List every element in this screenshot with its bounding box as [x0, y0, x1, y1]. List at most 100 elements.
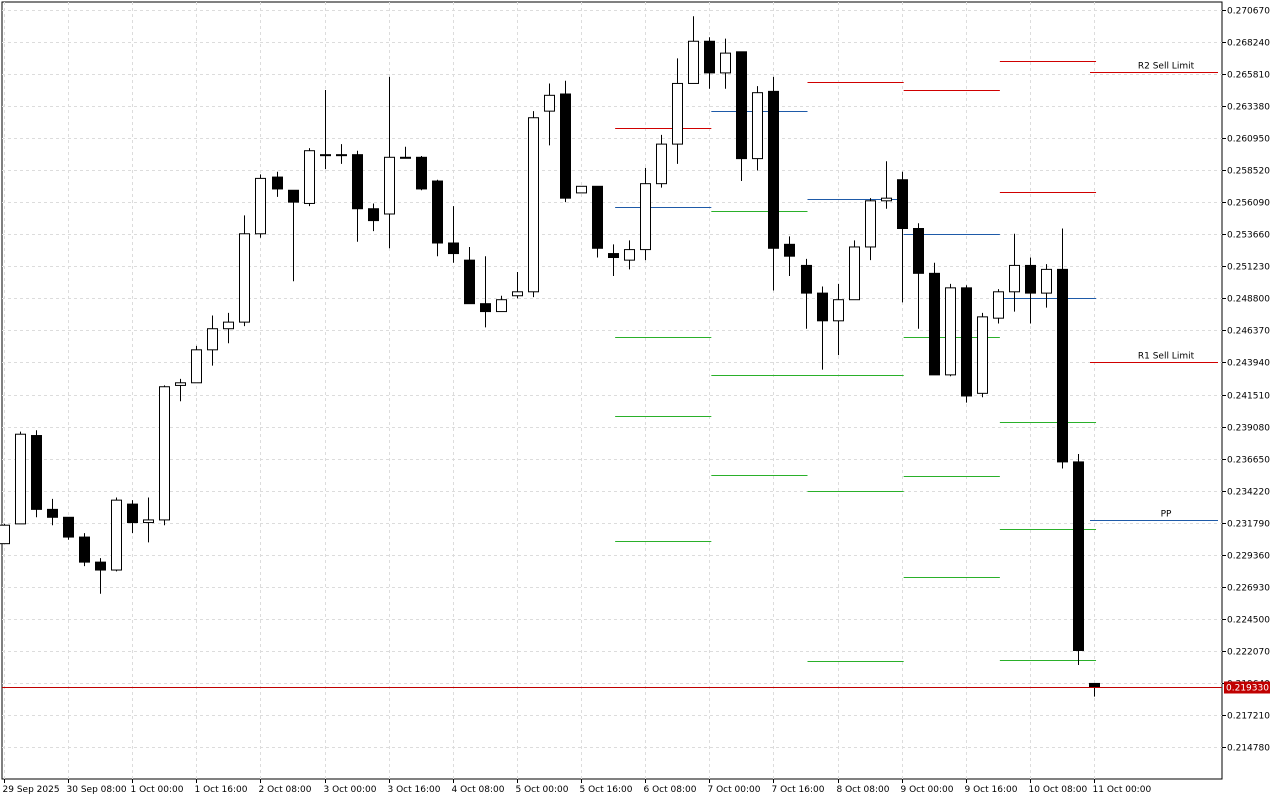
bullish-candle [159, 385, 170, 526]
candle-body [63, 516, 74, 538]
bullish-candle [993, 289, 1004, 324]
candle-body [1025, 264, 1036, 294]
candle-body [1057, 268, 1068, 463]
candle-body [480, 303, 491, 313]
y-tick-label: 0.260950 [1227, 135, 1270, 145]
candle-body [736, 51, 747, 160]
candle-body [993, 291, 1004, 319]
candle-body [432, 180, 443, 244]
bearish-candle [31, 430, 42, 518]
y-tick-label: 0.217210 [1227, 712, 1270, 722]
bullish-candle [384, 76, 395, 249]
bearish-candle [736, 51, 747, 182]
bullish-candle [849, 240, 860, 301]
bullish-candle [0, 523, 10, 545]
y-tick-label: 0.248800 [1227, 295, 1270, 305]
candle-body [672, 82, 683, 145]
current-price: 0.219330 [2, 681, 1270, 694]
bearish-candle [817, 286, 828, 370]
current-price-label: 0.219330 [1226, 684, 1269, 694]
bullish-candle [175, 378, 186, 402]
y-tick-label: 0.268240 [1227, 39, 1270, 49]
bullish-candle [720, 38, 731, 89]
order-level-labels: R2 Sell Limit R1 Sell Limit PP [1090, 62, 1218, 521]
bullish-candle [191, 345, 202, 384]
bearish-candle [288, 189, 299, 282]
bullish-candle [576, 185, 587, 194]
bullish-candle [977, 312, 988, 398]
bearish-candle [416, 155, 427, 191]
current-price-badge [1224, 681, 1270, 694]
y-tick-label: 0.265810 [1227, 71, 1270, 81]
y-tick-label: 0.226930 [1227, 584, 1270, 594]
bullish-candle [15, 431, 26, 525]
candle-body [865, 200, 876, 248]
candle-body [961, 287, 972, 397]
bullish-candle [945, 283, 956, 377]
bearish-candle [432, 179, 443, 257]
candle-body [897, 179, 908, 230]
bearish-candle [1025, 257, 1036, 324]
x-tick-label: 7 Oct 16:00 [772, 785, 825, 795]
y-tick-label: 0.234220 [1227, 488, 1270, 498]
candle-body [1041, 268, 1052, 294]
bearish-candle [560, 80, 571, 203]
bullish-candle [528, 111, 539, 298]
candle-body [127, 503, 138, 524]
candle-body [272, 176, 283, 190]
candle-body [640, 183, 651, 251]
y-tick-label: 0.241510 [1227, 392, 1270, 402]
candle-body [624, 249, 635, 261]
y-tick-label: 0.231790 [1227, 520, 1270, 530]
bullish-candle [255, 174, 266, 238]
candle-body [881, 197, 892, 202]
y-tick-label: 0.263380 [1227, 103, 1270, 113]
candle-body [768, 90, 779, 249]
candle-body [849, 246, 860, 301]
candle-body [191, 349, 202, 384]
candle-body [304, 150, 315, 204]
candle-body [400, 156, 411, 159]
x-tick-label: 6 Oct 08:00 [644, 785, 697, 795]
bullish-candle [143, 497, 154, 543]
candle-body [656, 143, 667, 185]
x-tick-label: 7 Oct 00:00 [708, 785, 761, 795]
bullish-candle [320, 90, 331, 170]
bullish-candle [881, 161, 892, 209]
x-tick-label: 1 Oct 00:00 [131, 785, 184, 795]
candle-body [223, 321, 234, 330]
candle-body [143, 519, 154, 524]
candle-body [336, 154, 347, 157]
bearish-candle [1057, 228, 1068, 469]
bullish-candle [672, 58, 683, 164]
candle-body [576, 185, 587, 194]
candle-body [496, 299, 507, 313]
candle-body [239, 233, 250, 323]
candle-body [720, 52, 731, 74]
bullish-candle [640, 167, 651, 261]
candle-body [320, 154, 331, 157]
candle-body [913, 228, 924, 274]
bearish-candle [1073, 453, 1084, 665]
bearish-candle [929, 262, 940, 376]
candle-body [384, 156, 395, 215]
bullish-candle [496, 295, 507, 313]
bearish-candle [464, 246, 475, 305]
x-tick-label: 3 Oct 16:00 [388, 785, 441, 795]
candle-body [544, 94, 555, 112]
candle-body [79, 536, 90, 563]
bearish-candle [592, 185, 603, 258]
order-level-label: R2 Sell Limit [1138, 62, 1195, 72]
bullish-candle [656, 134, 667, 188]
candle-body [945, 287, 956, 376]
time-axis: 29 Sep 2025 30 Sep 08:00 1 Oct 00:00 1 Oct … [3, 779, 1151, 795]
bearish-candle [95, 558, 106, 594]
bullish-candle [207, 315, 218, 366]
candle-body [288, 189, 299, 203]
bearish-candle [897, 171, 908, 303]
y-tick-label: 0.224500 [1227, 616, 1270, 626]
bearish-candle [704, 37, 715, 89]
x-tick-label: 9 Oct 16:00 [965, 785, 1018, 795]
candle-body [464, 259, 475, 305]
